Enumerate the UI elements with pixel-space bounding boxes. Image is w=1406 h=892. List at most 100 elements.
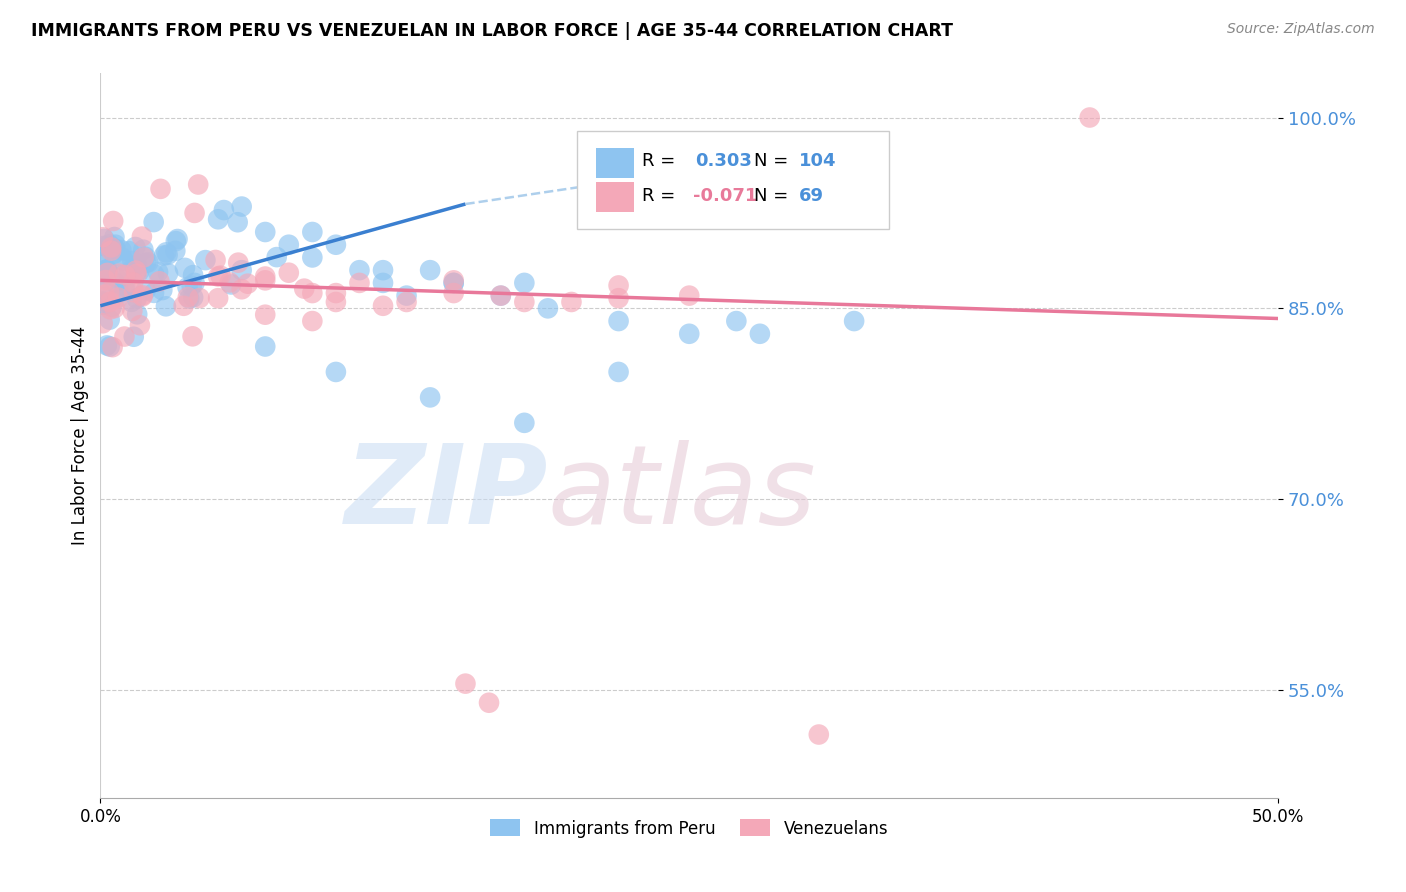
Point — [254, 269, 277, 284]
Point — [204, 252, 226, 267]
Point — [143, 285, 166, 300]
Point — [725, 314, 748, 328]
Point — [135, 256, 157, 270]
Point — [537, 301, 560, 316]
Point — [301, 314, 323, 328]
Point — [136, 255, 159, 269]
Point — [125, 258, 148, 272]
Point — [207, 212, 229, 227]
Point — [96, 262, 118, 277]
Point — [177, 290, 200, 304]
Point — [292, 282, 315, 296]
Point — [454, 676, 477, 690]
Point — [122, 285, 145, 300]
Point — [150, 283, 173, 297]
Point — [128, 265, 150, 279]
Point — [105, 270, 128, 285]
Point — [104, 301, 127, 315]
Point — [678, 288, 700, 302]
Point — [98, 302, 121, 317]
Point — [91, 230, 114, 244]
Point — [148, 274, 170, 288]
Point — [181, 268, 204, 282]
Text: ZIP: ZIP — [344, 440, 548, 547]
Point — [125, 292, 148, 306]
Point — [371, 299, 394, 313]
Point — [489, 288, 512, 302]
Point — [325, 365, 347, 379]
Point — [121, 254, 143, 268]
Point — [156, 266, 179, 280]
Point — [94, 289, 117, 303]
Point — [127, 307, 149, 321]
Point — [443, 273, 465, 287]
Point — [110, 243, 132, 257]
Point — [219, 277, 242, 292]
Point — [155, 245, 177, 260]
Point — [349, 263, 371, 277]
Point — [98, 294, 121, 309]
Point — [188, 291, 211, 305]
Point — [226, 215, 249, 229]
Point — [371, 263, 394, 277]
Point — [108, 267, 131, 281]
Point — [93, 296, 115, 310]
Point — [254, 273, 277, 287]
Point — [94, 273, 117, 287]
Point — [443, 276, 465, 290]
Point — [226, 255, 249, 269]
Point — [107, 291, 129, 305]
Point — [443, 286, 465, 301]
Point — [513, 295, 536, 310]
Point — [254, 339, 277, 353]
Point — [207, 291, 229, 305]
Point — [132, 243, 155, 257]
Point — [155, 299, 177, 313]
Point — [165, 244, 187, 258]
Point — [103, 214, 125, 228]
Point — [173, 299, 195, 313]
Point — [103, 246, 125, 260]
Point — [236, 277, 259, 291]
Point — [98, 285, 121, 300]
Point — [179, 292, 201, 306]
Point — [91, 265, 114, 279]
Point — [125, 267, 148, 281]
Point — [607, 314, 630, 328]
Point — [100, 244, 122, 258]
Point — [96, 266, 118, 280]
Point — [842, 314, 865, 328]
Point — [117, 266, 139, 280]
Point — [91, 264, 114, 278]
Point — [91, 246, 114, 260]
Point — [607, 291, 630, 305]
Point — [104, 242, 127, 256]
Y-axis label: In Labor Force | Age 35-44: In Labor Force | Age 35-44 — [72, 326, 89, 545]
Text: N =: N = — [754, 153, 794, 170]
Point — [371, 276, 394, 290]
Point — [176, 280, 198, 294]
FancyBboxPatch shape — [596, 148, 634, 178]
Point — [301, 286, 323, 301]
Point — [100, 240, 122, 254]
Point — [98, 339, 121, 353]
Point — [91, 267, 114, 281]
Point — [395, 295, 418, 310]
Point — [277, 237, 299, 252]
Point — [118, 244, 141, 259]
Point — [231, 263, 253, 277]
Point — [98, 237, 121, 252]
Point — [301, 251, 323, 265]
Point — [111, 250, 134, 264]
Point — [395, 288, 418, 302]
Point — [166, 232, 188, 246]
Point — [93, 239, 115, 253]
Point — [325, 286, 347, 301]
Point — [122, 276, 145, 290]
Point — [180, 279, 202, 293]
Point — [91, 271, 114, 285]
Point — [419, 263, 441, 277]
Point — [513, 416, 536, 430]
Point — [678, 326, 700, 341]
Point — [129, 318, 152, 333]
